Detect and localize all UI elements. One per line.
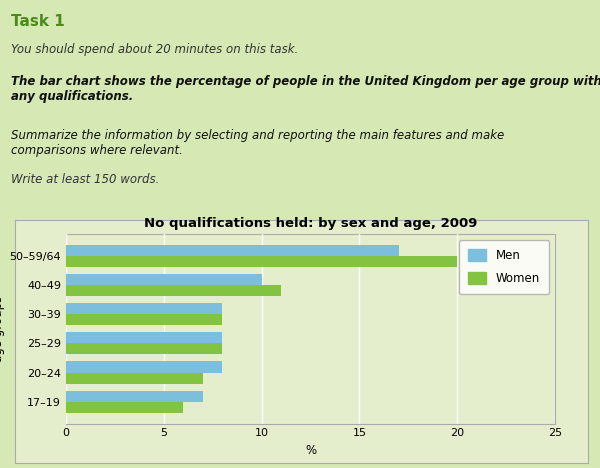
Bar xyxy=(66,285,281,296)
Legend: Men, Women: Men, Women xyxy=(459,240,549,294)
Bar xyxy=(66,314,223,325)
Bar xyxy=(66,245,398,256)
Bar xyxy=(66,256,457,267)
Bar xyxy=(66,402,184,413)
Text: Write at least 150 words.: Write at least 150 words. xyxy=(11,173,159,186)
Bar xyxy=(66,361,223,373)
Bar xyxy=(66,373,203,384)
Bar xyxy=(66,274,262,285)
Text: Summarize the information by selecting and reporting the main features and make
: Summarize the information by selecting a… xyxy=(11,129,504,157)
Bar xyxy=(66,391,203,402)
Text: The bar chart shows the percentage of people in the United Kingdom per age group: The bar chart shows the percentage of pe… xyxy=(11,75,600,103)
Bar xyxy=(66,332,223,344)
Bar xyxy=(66,344,223,354)
Text: You should spend about 20 minutes on this task.: You should spend about 20 minutes on thi… xyxy=(11,43,298,56)
Title: No qualifications held: by sex and age, 2009: No qualifications held: by sex and age, … xyxy=(144,217,477,230)
Text: Task 1: Task 1 xyxy=(11,14,65,29)
Y-axis label: age groups: age groups xyxy=(0,296,5,362)
Bar xyxy=(66,303,223,314)
X-axis label: %: % xyxy=(305,444,316,457)
